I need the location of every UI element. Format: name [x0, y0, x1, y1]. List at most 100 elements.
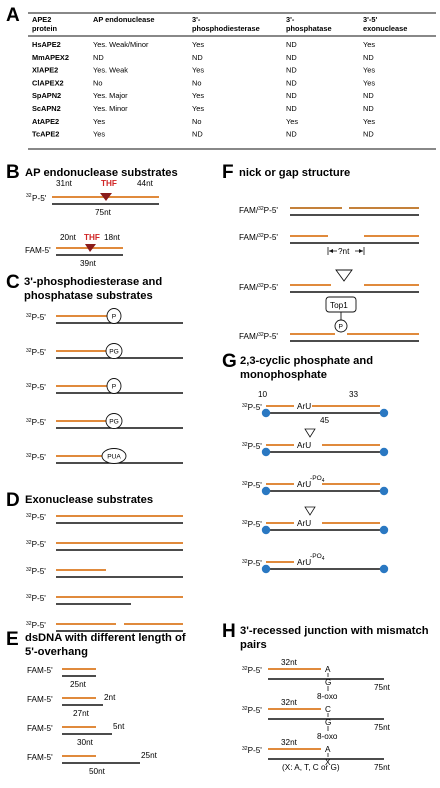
e-length-label: 25nt [70, 680, 87, 689]
d-p32-label: 32P-5' [26, 567, 46, 576]
table-cell: ND [93, 53, 104, 62]
g-p32-label: 32P-5' [242, 520, 262, 529]
f-fam-3: FAM/32P-5' [239, 283, 278, 292]
c-modification-circle [106, 308, 122, 324]
c-p32-label: 32P-5' [26, 383, 46, 392]
table-protein-name: HsAPE2 [32, 40, 61, 49]
g-cleavage-site [304, 506, 316, 516]
table-cell: ND [363, 53, 374, 62]
b-44nt: 44nt [137, 179, 154, 188]
d-p32-label: 32P-5' [26, 540, 46, 549]
table-cell: Yes. Weak/Minor [93, 40, 149, 49]
d-p32-label: 32P-5' [26, 621, 46, 630]
panel-f: F nick or gap structure FAM/32P-5' FAM/3… [222, 162, 419, 342]
panel-d: D Exonuclease substrates 32P-5'32P-5'32P… [6, 490, 183, 632]
c-modification-label: P [112, 384, 117, 391]
table-header-pde-2: phosphodiesterase [192, 24, 260, 33]
g-po4-label: -PO4 [310, 553, 325, 562]
h-top-base: A [325, 745, 331, 754]
h-75nt-label: 75nt [374, 763, 391, 772]
g-n33: 33 [349, 390, 359, 399]
panel-b: B AP endonuclease substrates 31nt THF 44… [6, 162, 178, 268]
h-top-base: A [325, 665, 331, 674]
h-note: (X: A, T, C or G) [282, 763, 340, 772]
table-header-ap: AP endonuclease [93, 15, 154, 24]
g-end-bead-left [261, 564, 271, 574]
table-cell: No [93, 78, 102, 87]
f-gap-arrowhead-right [359, 249, 363, 253]
table-header-protein-1: APE2 [32, 15, 51, 24]
panel-a: A APE2 protein AP endonuclease 3'- phosp… [6, 5, 436, 150]
d-substrates: 32P-5' 32P-5' 32P-5' 32P-5' 32P-5' [26, 513, 183, 632]
g-aru-label: ArU [297, 480, 311, 489]
table-header-protein-2: protein [32, 24, 58, 33]
g-p32-label: 32P-5' [242, 403, 262, 412]
table-protein-name: TcAPE2 [32, 130, 59, 139]
table-body: HsAPE2 Yes. Weak/Minor Yes ND Yes MmAPEX2 ND ND… [32, 40, 375, 139]
c-p32-label: 32P-5' [26, 418, 46, 427]
panel-c-letter: C [6, 272, 20, 293]
g-n10: 10 [258, 390, 268, 399]
g-end-bead-left [261, 486, 271, 496]
b-thf-label-2: THF [84, 233, 100, 242]
f-fam-2: FAM/32P-5' [239, 233, 278, 242]
b-fam-label: FAM-5' [25, 246, 51, 255]
b-thf-label: THF [101, 179, 117, 188]
table-header-pde-1: 3'- [192, 15, 201, 24]
table-protein-name: SpAPN2 [32, 91, 61, 100]
b-p5-label: P-5' [32, 194, 47, 203]
h-oxo-label: 8-oxo [317, 732, 338, 741]
f-gap-arrowhead-left [329, 249, 333, 253]
h-p32-label: 32P-5' [242, 746, 262, 755]
e-overhang-label: 5nt [113, 722, 125, 731]
g-end-bead-right [379, 564, 389, 574]
table-header-pase-2: phosphatase [286, 24, 332, 33]
table-cell: ND [286, 91, 297, 100]
table-cell: Yes [363, 117, 375, 126]
table-protein-name: ScAPN2 [32, 104, 61, 113]
c-modification-label: PG [109, 419, 119, 426]
table-cell: Yes [93, 130, 105, 139]
c-modification-circle [101, 448, 127, 464]
table-cell: ND [363, 91, 374, 100]
d-p32-label: 32P-5' [26, 594, 46, 603]
table-cell: ND [192, 130, 203, 139]
panel-g-title-1: 2,3-cyclic phosphate and [240, 355, 373, 367]
h-p32-label: 32P-5' [242, 706, 262, 715]
panel-g-title-2: monophosphate [240, 369, 327, 381]
e-fam-label: FAM-5' [27, 753, 53, 762]
b-20nt: 20nt [60, 233, 77, 242]
table-cell: Yes [286, 117, 298, 126]
h-75nt-label: 75nt [374, 683, 391, 692]
f-phosphate-label: P [339, 324, 344, 331]
panel-f-letter: F [222, 162, 234, 183]
table-cell: ND [286, 40, 297, 49]
f-fam-4: FAM/32P-5' [239, 332, 278, 341]
table-cell: No [192, 117, 201, 126]
c-p32-label: 32P-5' [26, 313, 46, 322]
table-cell: Yes. Weak [93, 66, 128, 75]
h-oxo-label: 8-oxo [317, 692, 338, 701]
e-length-label: 30nt [77, 738, 94, 747]
g-p32-label: 32P-5' [242, 442, 262, 451]
c-p32-label: 32P-5' [26, 348, 46, 357]
b-p32-sup: 32 [26, 193, 32, 199]
panel-g: G 2,3-cyclic phosphate and monophosphate… [222, 351, 389, 574]
f-phosphate-circle [334, 319, 348, 333]
h-32nt-label: 32nt [281, 698, 298, 707]
g-cleavage-site [304, 428, 316, 438]
table-cell: ND [192, 53, 203, 62]
d-p32-label: 32P-5' [26, 513, 46, 522]
h-bottom-base: G [325, 678, 331, 687]
h-32nt-label: 32nt [281, 658, 298, 667]
panel-h-letter: H [222, 621, 236, 642]
panel-e-title-2: 5'-overhang [25, 646, 88, 658]
panel-b-letter: B [6, 162, 20, 183]
f-gap-label: ?nt [338, 247, 350, 256]
table-cell: Yes [192, 91, 204, 100]
c-p32-label: 32P-5' [26, 453, 46, 462]
g-end-bead-right [379, 447, 389, 457]
c-modification-circle [105, 413, 123, 429]
